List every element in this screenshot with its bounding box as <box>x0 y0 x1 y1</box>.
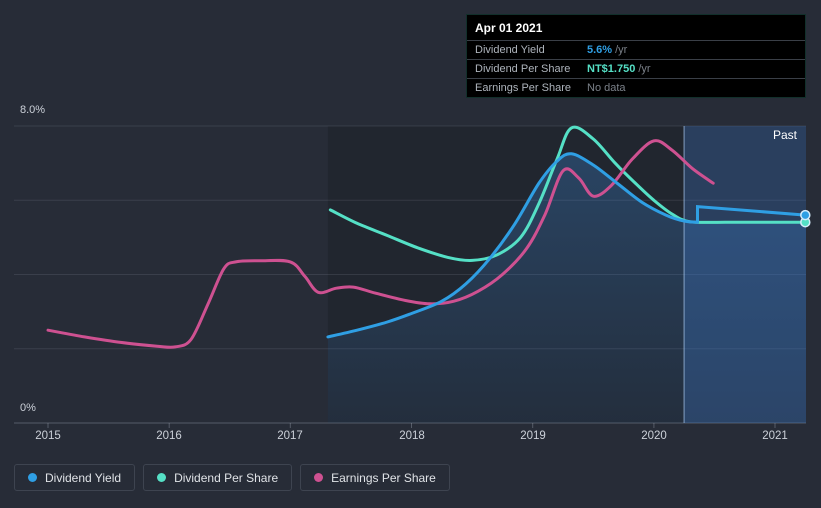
dividend-per-share-dot-icon <box>157 473 167 482</box>
earnings-per-share-line <box>46 139 715 349</box>
y-axis-label-top: 8.0% <box>20 104 46 116</box>
x-axis-label-2015: 2015 <box>35 430 61 442</box>
tooltip-row-earnings-per-share: Earnings Per Share No data <box>467 78 805 97</box>
tooltip-row-dividend-yield: Dividend Yield 5.6%/yr <box>467 40 805 59</box>
tooltip-unit: /yr <box>638 63 651 75</box>
legend-item-earnings-per-share[interactable]: Earnings Per Share <box>300 464 450 491</box>
dividend-yield-area <box>327 153 806 423</box>
tooltip-label: Earnings Per Share <box>475 82 571 94</box>
dividend-yield-step-line <box>696 204 807 224</box>
tooltip-value: No data <box>587 82 626 94</box>
x-axis-label-2018: 2018 <box>399 430 425 442</box>
legend-item-label: Earnings Per Share <box>331 470 436 485</box>
y-axis-label-bottom: 0% <box>20 402 36 414</box>
tooltip-label: Dividend Yield <box>475 44 545 56</box>
dividend-yield-dot-icon <box>28 473 37 482</box>
past-region-band <box>684 126 806 423</box>
legend: Dividend Yield Dividend Per Share Earnin… <box>14 464 450 491</box>
dividend-yield-end-marker <box>800 209 811 221</box>
hover-tooltip: Apr 01 2021 Dividend Yield 5.6%/yr Divid… <box>466 14 806 98</box>
tooltip-date: Apr 01 2021 <box>475 21 543 35</box>
tooltip-value: NT$1.750 <box>587 63 636 75</box>
earnings-per-share-dot-icon <box>314 473 324 482</box>
dividend-yield-line <box>326 152 699 339</box>
tooltip-value: 5.6% <box>587 44 613 56</box>
tooltip-row-dividend-per-share: Dividend Per Share NT$1.750/yr <box>467 59 805 78</box>
tooltip-unit: /yr <box>615 44 628 56</box>
x-axis-label-2016: 2016 <box>156 430 182 442</box>
x-axis-label-2021: 2021 <box>762 430 788 442</box>
x-axis-label-2017: 2017 <box>277 430 303 442</box>
x-axis-label-2020: 2020 <box>641 430 667 442</box>
past-region-label: Past <box>772 128 797 142</box>
legend-item-label: Dividend Yield <box>45 470 122 485</box>
legend-item-label: Dividend Per Share <box>174 470 279 485</box>
tooltip-label: Dividend Per Share <box>475 63 571 75</box>
x-axis-label-2019: 2019 <box>520 430 546 442</box>
legend-item-dividend-yield[interactable]: Dividend Yield <box>14 464 136 491</box>
legend-item-dividend-per-share[interactable]: Dividend Per Share <box>143 464 293 491</box>
